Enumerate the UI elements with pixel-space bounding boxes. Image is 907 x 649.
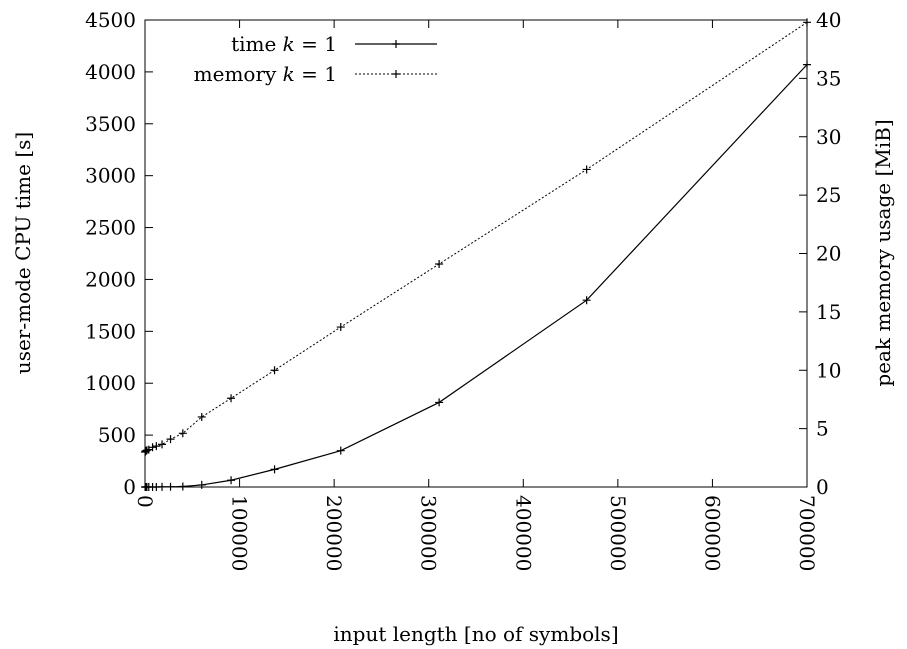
y2-tick-label: 0 [816, 475, 829, 499]
legend-label-time: time k = 1 [231, 32, 337, 56]
y-axis-left: 0 500 1000 1500 2000 2500 3000 3500 4000 4500 [85, 8, 153, 499]
series-memory [141, 18, 811, 456]
y-tick-label: 0 [123, 475, 136, 499]
x-tick-label: 300000 [417, 495, 441, 571]
data-point-time [197, 480, 206, 489]
x-tick-label: 100000 [228, 495, 252, 571]
data-point-memory [582, 165, 591, 174]
x-axis-title: input length [no of symbols] [333, 622, 618, 646]
data-point-memory [166, 435, 175, 444]
data-point-time [158, 482, 167, 491]
data-point-memory [178, 429, 187, 438]
data-point-time [336, 446, 345, 455]
data-point-memory [197, 412, 206, 421]
data-point-memory [158, 440, 167, 449]
y-axis-title: user-mode CPU time [s] [11, 132, 35, 374]
legend-marker-memory [392, 70, 400, 78]
y-tick-label: 1500 [85, 319, 136, 343]
legend-item-time: time k = 1 [231, 32, 437, 56]
y-tick-label: 2500 [85, 216, 136, 240]
data-point-memory [148, 443, 157, 452]
y2-tick-label: 5 [816, 417, 829, 441]
y2-tick-label: 25 [816, 183, 841, 207]
data-point-time [178, 482, 187, 491]
y-tick-label: 4000 [85, 60, 136, 84]
x-tick-label: 200000 [322, 495, 346, 571]
data-point-time [435, 398, 444, 407]
x-tick-label: 700000 [795, 495, 819, 571]
plot-frame [144, 19, 808, 488]
data-point-memory [227, 394, 236, 403]
y2-tick-label: 30 [816, 125, 841, 149]
data-point-time [582, 296, 591, 305]
data-point-memory [152, 442, 161, 451]
series-line-memory [144, 21, 808, 453]
x-tick-label: 600000 [700, 495, 724, 571]
y-tick-label: 3500 [85, 112, 136, 136]
legend-label-memory: memory k = 1 [194, 62, 337, 86]
legend-marker-time [392, 40, 400, 48]
data-point-time [270, 465, 279, 474]
y2-tick-label: 35 [816, 66, 841, 90]
y-tick-label: 1000 [85, 371, 136, 395]
y2-tick-label: 15 [816, 300, 841, 324]
y-tick-label: 4500 [85, 8, 136, 32]
data-point-memory [803, 18, 811, 27]
data-point-memory [270, 366, 279, 375]
y2-tick-label: 10 [816, 358, 841, 382]
y-axis-right: 0 5 10 15 20 25 30 35 40 [799, 8, 841, 499]
legend-item-memory: memory k = 1 [194, 62, 437, 86]
data-point-memory [336, 323, 345, 332]
y2-tick-label: 40 [816, 8, 841, 32]
y-tick-label: 500 [98, 423, 136, 447]
y-tick-label: 3000 [85, 164, 136, 188]
series-line-time [145, 64, 808, 488]
data-point-memory [435, 260, 444, 269]
x-tick-label: 400000 [511, 495, 535, 571]
data-point-time [227, 476, 236, 485]
y2-tick-label: 20 [816, 242, 841, 266]
data-point-time [166, 482, 175, 491]
y2-axis-title: peak memory usage [MiB] [871, 119, 895, 386]
series-group [141, 18, 811, 491]
legend: time k = 1 memory k = 1 [194, 32, 437, 86]
x-axis: 0 100000 200000 300000 400000 500000 600000 700… [133, 20, 819, 571]
x-tick-label: 500000 [606, 495, 630, 571]
series-time [141, 60, 811, 491]
y-tick-label: 2000 [85, 267, 136, 291]
data-point-time [803, 60, 811, 69]
x-tick-label: 0 [133, 495, 157, 508]
